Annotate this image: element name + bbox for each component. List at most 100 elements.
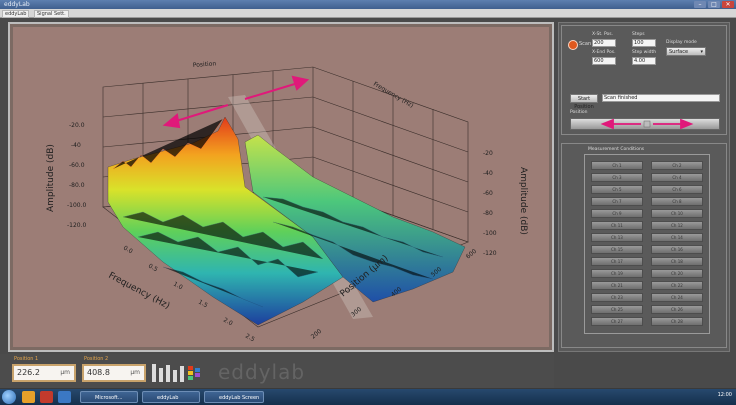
field4-label: Step width [632,50,657,55]
top-axis-label: Position [193,60,217,69]
x-tick: 1.5 [197,299,209,310]
position2-readout: 408.8 µm [82,364,146,382]
z-tick: -20.0 [69,122,85,129]
position1-readout: 226.2 µm [12,364,76,382]
x-end-field[interactable]: 600 [592,57,616,65]
measurement-button[interactable]: Ch 25 [591,305,643,314]
depth-tick: 600 [465,248,478,261]
plot-panel: Amplitude (dB) Amplitude (dB) Frequency … [8,22,554,352]
signal-meters-icon [152,364,200,382]
scan-mode-radio[interactable] [568,40,578,50]
x-tick: 1.0 [172,281,184,292]
x-tick: 0.5 [147,263,159,274]
measurement-button[interactable]: Ch 6 [651,185,703,194]
measurement-button[interactable]: Ch 26 [651,305,703,314]
measurement-button[interactable]: Ch 2 [651,161,703,170]
measurement-group-label: Measurement Conditions [588,147,645,152]
plot-area[interactable]: Amplitude (dB) Amplitude (dB) Frequency … [13,27,549,347]
slider-label: Position [570,110,588,115]
tab-main[interactable]: eddyLab [2,10,30,18]
measurement-button[interactable]: Ch 16 [651,245,703,254]
surface-plot-3d[interactable]: Amplitude (dB) Amplitude (dB) Frequency … [13,27,549,347]
measurement-button[interactable]: Ch 18 [651,257,703,266]
window-titlebar: eddyLab – □ ✕ [0,0,736,9]
measurement-button[interactable]: Ch 27 [591,317,643,326]
taskbar-window[interactable]: eddyLab [142,391,200,403]
start-button[interactable] [2,390,16,404]
explorer-icon[interactable] [22,391,35,403]
display-mode-dropdown[interactable]: Surface ▾ [666,47,706,56]
measurement-button[interactable]: Ch 21 [591,281,643,290]
z-tick-right: -120 [483,250,497,257]
measurement-button[interactable]: Ch 5 [591,185,643,194]
z-tick-right: -20 [483,150,493,157]
field3-label: X-End Pos. [592,50,616,55]
measurement-button[interactable]: Ch 14 [651,233,703,242]
measurement-button[interactable]: Ch 28 [651,317,703,326]
position2-unit: µm [130,369,140,376]
slider-arrows-icon [600,119,694,129]
minimize-button[interactable]: – [694,1,706,8]
window-controls: – □ ✕ [694,1,734,8]
maximize-button[interactable]: □ [708,1,720,8]
measurement-button[interactable]: Ch 9 [591,209,643,218]
measurement-button[interactable]: Ch 13 [591,233,643,242]
position2-label: Position 2 [84,356,109,362]
display-mode-value: Surface [669,49,689,55]
z-tick: -40 [71,142,81,149]
readout-bar: Position 1 226.2 µm Position 2 408.8 µm [0,354,554,388]
position-slider[interactable] [570,118,720,130]
measurement-button[interactable]: Ch 19 [591,269,643,278]
measurement-button[interactable]: Ch 4 [651,173,703,182]
x-tick: 0.0 [122,245,134,256]
measurement-button[interactable]: Ch 17 [591,257,643,266]
measurement-button[interactable]: Ch 15 [591,245,643,254]
z-tick-right: -40 [483,170,493,177]
browser-icon[interactable] [58,391,71,403]
measurement-button-grid: Ch 1 Ch 2 Ch 3 Ch 4 Ch 5 Ch 6 Ch 7 Ch 8 Ch 9 Ch 1… [584,154,710,334]
position1-unit: µm [60,369,70,376]
taskbar-window[interactable]: eddyLab Screen [204,391,264,403]
measurement-button[interactable]: Ch 12 [651,221,703,230]
measurement-button[interactable]: Ch 7 [591,197,643,206]
surface-right [244,134,466,303]
scan-settings-group: Scan X-St. Pos. 200 Steps 100 X-End Pos.… [561,25,727,135]
position2-value: 408.8 [87,368,110,377]
z-tick-right: -80 [483,210,493,217]
close-button[interactable]: ✕ [722,1,734,8]
position1-label: Position 1 [14,356,39,362]
measurement-button[interactable]: Ch 3 [591,173,643,182]
system-clock: 12:00 [717,392,732,398]
measurement-button[interactable]: Ch 11 [591,221,643,230]
scan-mode-label: Scan [579,41,592,47]
tab-bar: eddyLab Signal Sett. [0,9,736,18]
step-width-field[interactable]: 4.00 [632,57,656,65]
field1-label: X-St. Pos. [592,32,614,37]
z-tick: -80.0 [69,182,85,189]
measurement-button[interactable]: Ch 10 [651,209,703,218]
measurement-button[interactable]: Ch 8 [651,197,703,206]
x-tick: 2.0 [222,317,234,328]
top-axis-label-right: Frequency (Hz) [372,81,415,110]
steps-field[interactable]: 100 [632,39,656,47]
measurement-button[interactable]: Ch 22 [651,281,703,290]
y-axis-label-right: Amplitude (dB) [518,167,528,235]
x-start-field[interactable]: 200 [592,39,616,47]
eddylab-logo: eddylab [218,360,306,384]
measurement-button[interactable]: Ch 1 [591,161,643,170]
rotate-arrows [162,75,310,129]
os-taskbar: Microsoft... eddyLab eddyLab Screen 12:0… [0,389,736,405]
app-icon[interactable] [40,391,53,403]
measurement-button[interactable]: Ch 23 [591,293,643,302]
taskbar-window[interactable]: Microsoft... [80,391,138,403]
window-title: eddyLab [4,1,30,8]
x-axis-label: Frequency (Hz) [107,271,172,312]
z-tick: -60.0 [69,162,85,169]
tab-signal-settings[interactable]: Signal Sett. [34,10,69,18]
start-position-button[interactable]: Start Position [570,94,598,110]
app-body: Amplitude (dB) Amplitude (dB) Frequency … [0,18,736,388]
z-tick-right: -100 [483,230,497,237]
measurement-button[interactable]: Ch 20 [651,269,703,278]
measurement-button[interactable]: Ch 24 [651,293,703,302]
